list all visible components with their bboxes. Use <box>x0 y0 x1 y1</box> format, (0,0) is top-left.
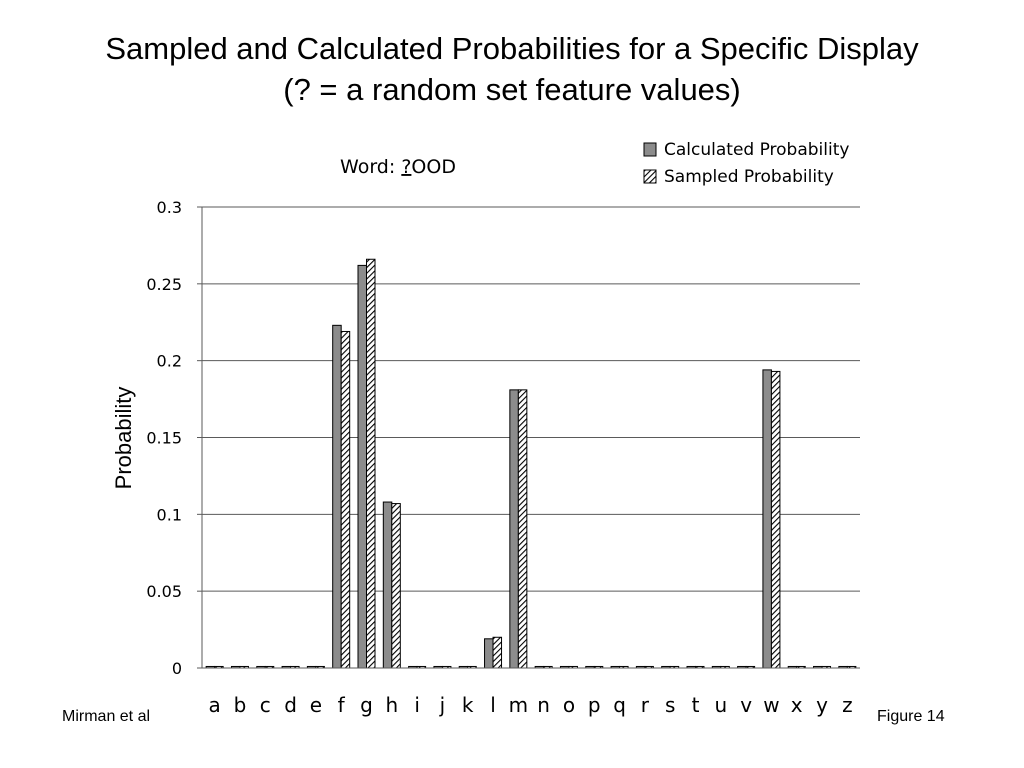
x-tick-label-f: f <box>338 693 346 717</box>
chart-title-suffix: OOD <box>411 156 456 178</box>
x-tick-label-q: q <box>613 693 626 717</box>
legend-swatch-sampled <box>643 169 657 184</box>
legend-label-calculated: Calculated Probability <box>664 140 849 160</box>
chart-title-marked: ? <box>401 156 411 178</box>
bar-calculated-g <box>357 264 367 669</box>
x-tick-label-w: w <box>763 693 779 717</box>
x-tick-label-b: b <box>234 693 247 717</box>
x-tick-label-o: o <box>563 693 575 717</box>
y-tick-label: 0 <box>172 659 182 678</box>
y-axis-label: Probability <box>111 387 136 490</box>
x-tick-label-c: c <box>260 693 271 717</box>
y-tick-label: 0.15 <box>146 429 182 448</box>
footer-citation: Mirman et al <box>62 708 151 725</box>
x-tick-label-k: k <box>462 693 474 717</box>
axes <box>197 206 860 669</box>
x-tick-label-s: s <box>665 693 675 717</box>
x-tick-label-a: a <box>209 693 221 717</box>
legend: Calculated Probability Sampled Probabili… <box>643 140 849 187</box>
y-tick-label: 0.3 <box>157 198 182 217</box>
bar-calculated-w <box>762 369 772 669</box>
x-tick-label-r: r <box>641 693 650 717</box>
legend-label-sampled: Sampled Probability <box>664 167 834 187</box>
x-tick-label-l: l <box>490 693 496 717</box>
x-tick-label-n: n <box>537 693 550 717</box>
x-tick-label-p: p <box>588 693 601 717</box>
legend-swatch-calculated <box>643 142 657 157</box>
x-tick-label-u: u <box>714 693 727 717</box>
bar-calculated-h <box>382 501 393 669</box>
y-tick-label: 0.05 <box>146 582 182 601</box>
x-tick-label-d: d <box>284 693 297 717</box>
footer-figure-number: Figure 14 <box>877 708 945 725</box>
x-tick-label-x: x <box>791 693 803 717</box>
bar-calculated-m <box>509 389 519 669</box>
chart-title: Word: ?OOD <box>340 156 456 178</box>
y-tick-label: 0.1 <box>157 505 182 524</box>
chart-title-prefix: Word: <box>340 156 401 178</box>
tick-labels: 0 0.05 0.1 0.15 0.2 0.25 0.3 a b c d e f g h i j k l m n o p q r… <box>146 198 852 717</box>
bar-sampled-m <box>517 389 528 669</box>
x-tick-label-h: h <box>385 693 398 717</box>
x-tick-label-i: i <box>414 693 420 717</box>
y-tick-label: 0.25 <box>146 275 182 294</box>
bar-sampled-g <box>366 258 376 669</box>
x-tick-label-t: t <box>692 693 700 717</box>
bar-sampled-h <box>391 503 401 669</box>
x-tick-label-g: g <box>360 693 373 717</box>
bar-sampled-w <box>770 370 781 669</box>
x-tick-label-j: j <box>439 693 446 717</box>
x-tick-label-v: v <box>740 693 752 717</box>
bar-sampled-f <box>340 330 351 669</box>
slide-title-line-1: Sampled and Calculated Probabilities for… <box>105 31 919 66</box>
gridlines <box>202 206 860 592</box>
x-tick-label-e: e <box>310 693 322 717</box>
bar-calculated-f <box>332 324 342 669</box>
slide-title-line-2: (? = a random set feature values) <box>283 72 741 107</box>
bars <box>205 258 857 669</box>
x-tick-label-z: z <box>842 693 853 717</box>
x-tick-label-y: y <box>816 693 828 717</box>
slide-title: Sampled and Calculated Probabilities for… <box>0 28 1024 110</box>
bar-sampled-l <box>492 636 503 669</box>
x-tick-label-m: m <box>509 693 528 717</box>
y-tick-label: 0.2 <box>157 352 182 371</box>
bar-calculated-l <box>484 638 494 669</box>
